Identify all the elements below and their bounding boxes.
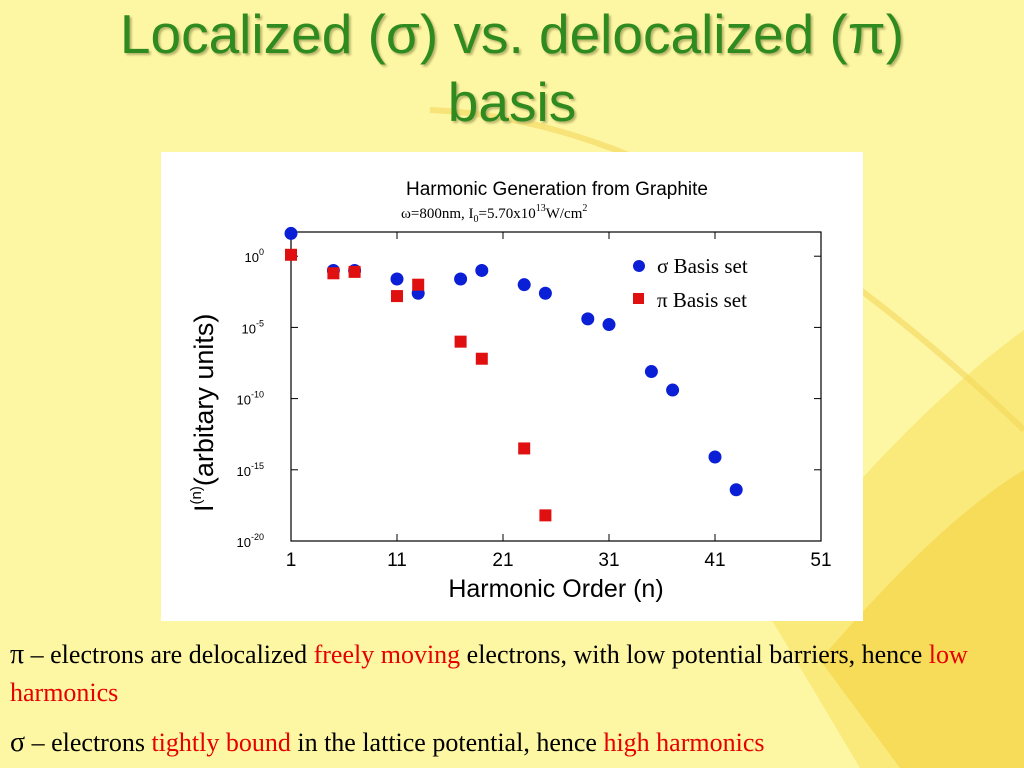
sigma-data-point bbox=[517, 278, 531, 292]
plot-frame bbox=[290, 231, 822, 542]
sigma-data-point bbox=[475, 263, 489, 277]
bullet-sigma-emphasis-2: high harmonics bbox=[603, 728, 765, 757]
y-label-sup: (n) bbox=[188, 486, 205, 504]
subtitle-sup-2: 2 bbox=[582, 203, 587, 214]
y-tick-label: 10-10 bbox=[237, 390, 264, 408]
bullet-pi: π – electrons are delocalized freely mov… bbox=[10, 636, 1015, 712]
sigma-data-point bbox=[644, 365, 658, 379]
bullet-pi-emphasis-2: low harmonics bbox=[10, 640, 968, 707]
y-label-main: I bbox=[189, 504, 219, 512]
x-tick-label: 11 bbox=[387, 550, 407, 571]
legend-sigma-marker bbox=[633, 260, 645, 272]
chart-figure: Harmonic Generation from Graphite ω=800n… bbox=[161, 152, 863, 621]
bullet-pi-emphasis-1: freely moving bbox=[313, 640, 461, 669]
legend: σ Basis set π Basis set bbox=[633, 254, 748, 312]
pi-data-point bbox=[391, 290, 403, 303]
pi-data-point bbox=[412, 278, 425, 291]
bullet-sigma-text-2: in the lattice potential, hence bbox=[290, 728, 604, 757]
sigma-data-point bbox=[538, 286, 552, 300]
x-axis-label: Harmonic Order (n) bbox=[448, 575, 663, 603]
y-tick-label: 100 bbox=[245, 247, 264, 265]
y-tick-label: 10-20 bbox=[237, 532, 264, 550]
pi-data-point bbox=[475, 352, 488, 365]
pi-data-point bbox=[285, 248, 297, 261]
chart-subtitle: ω=800nm, I0=5.70x1013W/cm2 bbox=[401, 203, 587, 225]
x-tick-label: 21 bbox=[492, 550, 513, 571]
y-tick-label: 10-15 bbox=[237, 461, 264, 479]
y-tick-exponent: 0 bbox=[259, 247, 264, 257]
x-tick-label: 1 bbox=[286, 550, 297, 571]
subtitle-sup: 13 bbox=[536, 203, 546, 214]
y-label-rest: (arbitary units) bbox=[189, 314, 219, 487]
pi-data-point bbox=[454, 335, 467, 348]
y-tick-exponent: -10 bbox=[251, 390, 264, 400]
sigma-data-point bbox=[284, 226, 298, 240]
harmonic-chart: Harmonic Generation from Graphite ω=800n… bbox=[188, 179, 832, 603]
x-tick-label: 31 bbox=[598, 550, 619, 571]
bullet-sigma: σ – electrons tightly bound in the latti… bbox=[10, 724, 1015, 762]
y-axis-label: I(n)(arbitary units) bbox=[188, 314, 219, 512]
sigma-data-point bbox=[581, 312, 595, 326]
x-tick-label: 41 bbox=[704, 550, 725, 571]
sigma-data-point bbox=[454, 272, 468, 286]
y-tick-label: 10-5 bbox=[242, 318, 264, 336]
sigma-data-point bbox=[390, 272, 404, 286]
title-line-1: Localized (σ) vs. delocalized (π) bbox=[119, 3, 905, 65]
subtitle-sub: 0 bbox=[474, 214, 479, 225]
legend-pi-label: π Basis set bbox=[657, 288, 747, 312]
legend-sigma-label: σ Basis set bbox=[657, 254, 748, 278]
bullet-sigma-emphasis-1: tightly bound bbox=[151, 728, 291, 757]
bullet-pi-text-2: electrons, with low potential barriers, … bbox=[460, 640, 929, 669]
chart-title: Harmonic Generation from Graphite bbox=[406, 179, 708, 200]
bullet-sigma-text-1: – electrons bbox=[25, 728, 152, 757]
legend-pi-marker bbox=[633, 293, 644, 304]
sigma-data-point bbox=[602, 318, 616, 332]
title-line-2: basis bbox=[447, 71, 577, 133]
subtitle-part-2: =5.70x10 bbox=[479, 206, 536, 222]
bullet-sigma-symbol: σ bbox=[10, 727, 26, 758]
pi-data-point bbox=[327, 267, 340, 280]
pi-data-point bbox=[348, 265, 361, 278]
bullet-pi-text-1: – electrons are delocalized bbox=[24, 640, 314, 669]
pi-data-point bbox=[539, 509, 552, 522]
y-tick-exponent: -20 bbox=[251, 532, 264, 542]
x-tick-label: 51 bbox=[810, 550, 831, 571]
sigma-data-point bbox=[708, 450, 722, 464]
sigma-data-point bbox=[729, 483, 743, 497]
bullet-pi-symbol: π bbox=[10, 639, 25, 670]
slide-title: Localized (σ) vs. delocalized (π) basis bbox=[0, 0, 1024, 136]
subtitle-part-1: ω=800nm, I bbox=[401, 206, 474, 222]
subtitle-part-3: W/cm bbox=[546, 206, 583, 222]
pi-data-point bbox=[518, 442, 531, 455]
sigma-data-point bbox=[666, 383, 680, 397]
y-tick-exponent: -15 bbox=[251, 461, 264, 471]
svg-text:I(n)(arbitary units): I(n)(arbitary units) bbox=[188, 314, 219, 512]
y-tick-exponent: -5 bbox=[256, 318, 264, 328]
